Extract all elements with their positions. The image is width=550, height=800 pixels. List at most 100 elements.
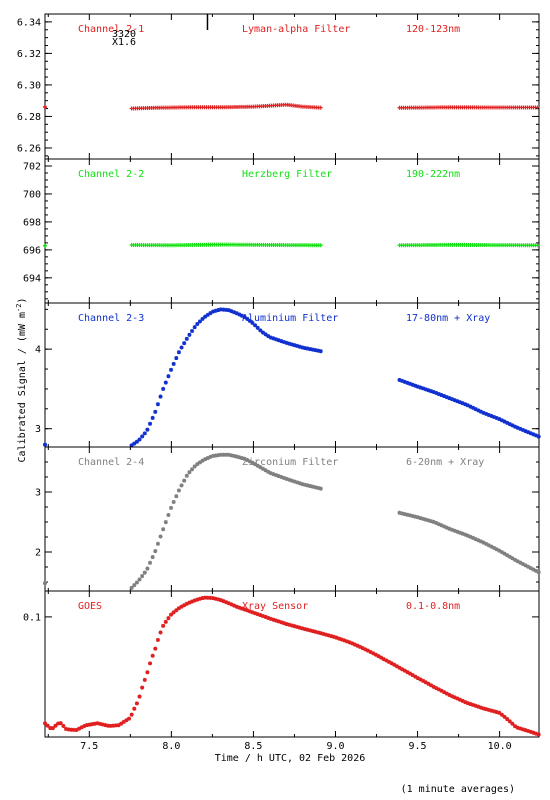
data-point xyxy=(423,680,428,685)
data-point xyxy=(224,307,229,312)
data-point xyxy=(476,408,481,413)
data-point xyxy=(518,560,523,565)
data-point xyxy=(195,597,200,602)
data-point xyxy=(134,701,139,706)
data-point-start xyxy=(43,104,47,109)
data-point xyxy=(184,336,189,341)
data-point xyxy=(426,518,431,523)
data-point xyxy=(66,727,71,732)
data-point xyxy=(239,313,244,318)
data-point xyxy=(98,721,103,726)
data-point xyxy=(158,534,163,539)
data-point xyxy=(216,597,221,602)
panel-band-label: 190-222nm xyxy=(406,169,460,180)
data-point xyxy=(271,617,276,622)
data-point xyxy=(137,437,142,442)
data-point xyxy=(239,456,244,461)
data-point xyxy=(113,723,118,728)
data-point xyxy=(405,512,410,517)
data-point xyxy=(326,633,331,638)
data-point xyxy=(61,723,66,728)
data-point xyxy=(463,700,468,705)
data-point xyxy=(71,727,76,732)
series-markers xyxy=(43,307,541,448)
data-point xyxy=(379,655,384,660)
y-tick-label: 4 xyxy=(35,345,41,356)
data-point xyxy=(321,631,326,636)
data-point xyxy=(523,728,528,733)
data-point xyxy=(239,606,244,611)
data-point xyxy=(237,605,242,610)
y-tick-label: 2 xyxy=(35,548,41,559)
data-point xyxy=(137,577,142,582)
data-point xyxy=(129,443,134,448)
data-point xyxy=(492,709,497,714)
data-point xyxy=(392,662,397,667)
series-markers xyxy=(43,595,541,737)
data-point xyxy=(292,343,297,348)
data-point xyxy=(90,722,95,727)
data-point xyxy=(255,463,260,468)
y-tick-label: 3 xyxy=(35,424,41,435)
data-point xyxy=(245,458,250,463)
data-point xyxy=(182,478,187,483)
data-point xyxy=(342,638,347,643)
data-point xyxy=(360,646,365,651)
data-point xyxy=(534,433,539,438)
data-point xyxy=(347,640,352,645)
data-point xyxy=(140,685,145,690)
data-point xyxy=(463,402,468,407)
data-point xyxy=(526,430,531,435)
data-point xyxy=(410,514,415,518)
data-point xyxy=(535,243,540,248)
data-point xyxy=(197,460,202,465)
data-point xyxy=(132,706,137,711)
y-axis-label-close: ) xyxy=(17,298,28,304)
data-point xyxy=(279,475,284,479)
data-point xyxy=(455,529,460,534)
data-point xyxy=(208,311,213,316)
data-point xyxy=(158,630,163,635)
data-point xyxy=(421,516,426,521)
data-point xyxy=(408,513,413,518)
data-point xyxy=(413,674,418,679)
data-point xyxy=(260,466,265,471)
data-point xyxy=(513,424,518,429)
y-tick-label: 0.1 xyxy=(23,612,41,623)
panel-filter-label: Aluminium Filter xyxy=(242,313,338,324)
panels-layer: 6.26 6.28 6.30 6.32 6.34 Channel 2-1 Lyman-alp… xyxy=(17,13,541,738)
data-point xyxy=(400,667,405,672)
data-point xyxy=(476,704,481,709)
data-point xyxy=(253,462,258,467)
data-point xyxy=(499,418,504,423)
data-point xyxy=(402,512,407,517)
data-point xyxy=(145,427,150,432)
data-point xyxy=(161,623,166,628)
data-point xyxy=(150,415,155,420)
x-axis-label: Time / h UTC, 02 Feb 2026 xyxy=(215,753,366,764)
data-point xyxy=(460,531,465,536)
data-point xyxy=(337,636,342,641)
panel-3: 3 4 Channel 2-3 Aluminium Filter 17-80nm + X… xyxy=(35,302,541,448)
data-point xyxy=(253,323,258,328)
data-point xyxy=(536,732,541,737)
panel-5: 0.1 GOES Xray Sensor 0.1-0.8nm xyxy=(23,590,541,738)
data-point xyxy=(489,708,494,713)
data-point xyxy=(260,330,265,335)
data-point xyxy=(358,644,363,649)
data-point xyxy=(271,336,276,341)
y-axis-label-main: Calibrated Signal / (mW m xyxy=(17,312,28,463)
data-point xyxy=(271,472,276,477)
data-point xyxy=(161,386,166,391)
data-point xyxy=(203,595,208,600)
data-point xyxy=(465,533,470,538)
data-point xyxy=(182,341,187,346)
data-point xyxy=(481,540,486,545)
data-point xyxy=(140,434,145,439)
footnote: (1 minute averages) xyxy=(401,784,515,795)
data-point xyxy=(169,612,174,617)
y-tick-label: 6.32 xyxy=(17,49,41,60)
data-point xyxy=(77,726,82,731)
data-point xyxy=(518,426,523,431)
data-point xyxy=(187,332,192,337)
